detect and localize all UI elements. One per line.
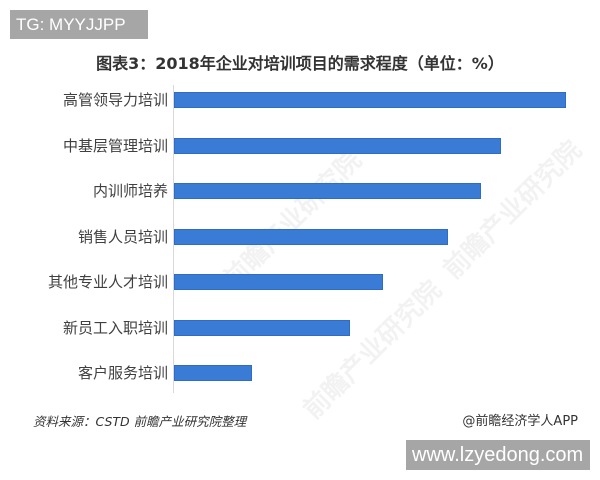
bar [174, 319, 350, 336]
category-label: 客户服务培训 [77, 364, 168, 382]
chart-title: 图表3：2018年企业对培训项目的需求程度（单位：%） [96, 54, 504, 73]
bar [174, 365, 252, 381]
brand-credit: @前瞻经济学人APP [462, 414, 578, 429]
category-label: 销售人员培训 [77, 227, 168, 246]
bar [174, 228, 448, 245]
bar [174, 183, 481, 199]
y-axis-line [173, 85, 174, 393]
category-label: 新员工入职培训 [62, 318, 168, 337]
bar [174, 92, 566, 108]
bar [174, 137, 501, 154]
source-note: 资料来源：CSTD 前瞻产业研究院整理 [33, 414, 247, 429]
tg-badge: TG: MYYJJPP [10, 10, 148, 39]
category-label: 其他专业人才培训 [47, 273, 168, 291]
category-label: 中基层管理培训 [62, 136, 168, 155]
bar [174, 274, 383, 290]
category-label: 内训师培养 [92, 182, 168, 200]
url-badge: www.lzyedong.com [406, 440, 590, 470]
category-label: 高管领导力培训 [62, 91, 168, 109]
